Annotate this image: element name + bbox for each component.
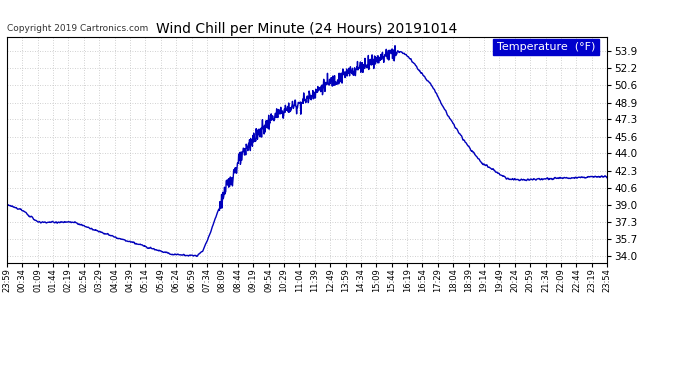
Title: Wind Chill per Minute (24 Hours) 20191014: Wind Chill per Minute (24 Hours) 2019101… (157, 22, 457, 36)
Text: Temperature  (°F): Temperature (°F) (497, 42, 595, 52)
Text: Copyright 2019 Cartronics.com: Copyright 2019 Cartronics.com (7, 24, 148, 33)
